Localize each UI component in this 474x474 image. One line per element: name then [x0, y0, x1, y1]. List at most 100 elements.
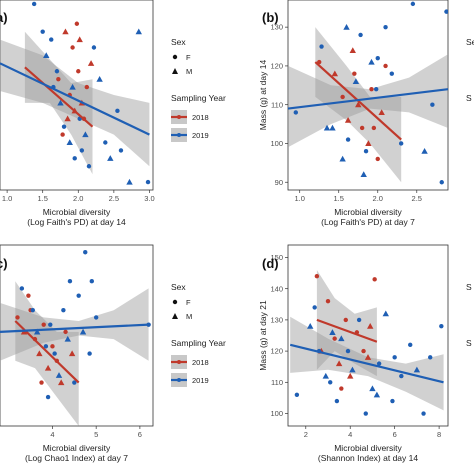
point-triangle-2018 — [365, 140, 372, 147]
plot-content — [0, 1, 151, 185]
point-circle-2018 — [375, 156, 380, 162]
point-circle-2018 — [26, 293, 31, 298]
x-tick-label: 2.0 — [373, 194, 383, 203]
point-circle-2019 — [363, 411, 368, 416]
x-axis-title: Microbial diversity — [334, 443, 402, 453]
point-triangle-2019 — [349, 366, 356, 373]
point-triangle-2018 — [367, 322, 374, 329]
point-circle-2019 — [31, 1, 37, 7]
point-circle-2019 — [375, 55, 380, 61]
point-circle-2018 — [74, 21, 80, 26]
point-circle-2019 — [376, 361, 382, 366]
point-circle-2019 — [345, 137, 351, 142]
y-tick-label: 90 — [275, 178, 283, 187]
point-triangle-2019 — [82, 131, 89, 138]
point-circle-2019 — [48, 322, 53, 327]
point-circle-2019 — [319, 44, 324, 49]
point-triangle-2019 — [368, 58, 375, 65]
regression-line-2019 — [289, 343, 444, 384]
y-axis-title: Mass (g) at day 14 — [258, 60, 268, 131]
point-circle-2019 — [294, 392, 300, 397]
point-triangle-2019 — [79, 328, 87, 335]
point-triangle-2019 — [329, 124, 336, 131]
point-circle-2019 — [93, 315, 99, 320]
x-axis-title: Microbial diversity — [43, 443, 111, 453]
point-circle-2019 — [54, 69, 60, 74]
point-circle-2018 — [50, 344, 55, 349]
point-circle-2019 — [103, 140, 108, 145]
point-circle-2019 — [399, 373, 404, 379]
legend-sex-title: S — [466, 282, 472, 292]
point-circle-2019 — [61, 307, 66, 313]
panel-b: 1.0 1.5 2.0 2.5 90 100 110 120 130 Microbial dive… — [258, 0, 474, 227]
point-triangle-2019 — [55, 372, 63, 378]
regression-line-2018 — [24, 66, 94, 128]
point-triangle-2019 — [66, 139, 73, 146]
regression-line-2019 — [288, 88, 448, 110]
point-triangle-2019 — [369, 385, 376, 392]
point-circle-2019 — [328, 380, 333, 385]
legend-year-key-point — [177, 133, 181, 137]
plot-area — [287, 0, 449, 191]
legend-sex-title: Se — [466, 37, 474, 47]
point-circle-2018 — [15, 315, 20, 320]
point-circle-2019 — [439, 323, 444, 329]
y-tick-label: 120 — [270, 62, 283, 71]
point-circle-2019 — [79, 148, 85, 153]
point-triangle-2019 — [307, 322, 314, 329]
legend-year-label: 2018 — [192, 113, 209, 122]
legend-sex-marker-f — [172, 299, 178, 305]
point-circle-2019 — [72, 156, 77, 161]
point-circle-2019 — [293, 110, 299, 115]
point-circle-2019 — [87, 351, 92, 356]
panel-c: 4 5 6 Microbial diversity(Log Chao1 Index) … — [0, 244, 226, 463]
point-triangle-2018 — [36, 350, 43, 357]
legend-year-key-point — [177, 378, 181, 382]
legend-year-key-point — [177, 360, 181, 364]
legend-sex-label: F — [186, 298, 191, 307]
plot-content — [288, 1, 448, 185]
panel-label: c) — [0, 256, 8, 271]
legend-year-label: 2019 — [192, 376, 209, 385]
point-triangle-2019 — [323, 124, 331, 131]
legend-sex-label: M — [186, 312, 192, 321]
point-circle-2018 — [332, 336, 337, 341]
point-triangle-2019 — [413, 366, 421, 373]
point-circle-2018 — [371, 125, 377, 131]
x-tick-label: 1.5 — [37, 194, 47, 203]
x-axis-title: Microbial diversity — [334, 207, 402, 217]
plot-area — [287, 244, 449, 427]
point-circle-2019 — [428, 355, 433, 360]
point-triangle-2018 — [64, 115, 71, 122]
x-tick-label: 6 — [138, 430, 142, 439]
point-circle-2019 — [118, 148, 124, 153]
point-triangle-2018 — [364, 354, 372, 360]
point-circle-2019 — [392, 355, 397, 360]
x-tick-label: 8 — [437, 430, 441, 439]
point-triangle-2019 — [339, 155, 346, 162]
legend-year-label: 2019 — [192, 131, 209, 140]
point-triangle-2019 — [43, 52, 50, 58]
point-circle-2018 — [63, 329, 68, 335]
point-circle-2019 — [390, 398, 395, 404]
y-tick-label: 110 — [271, 378, 283, 387]
point-circle-2019 — [356, 317, 362, 323]
point-circle-2019 — [358, 32, 363, 38]
y-tick-label: 130 — [270, 23, 283, 32]
plot-content — [0, 250, 151, 426]
legend-year-title: Sampling Year — [171, 338, 226, 348]
point-triangle-2019 — [338, 335, 345, 342]
legend-sex-marker-m — [172, 313, 178, 319]
point-circle-2019 — [398, 141, 404, 146]
point-circle-2019 — [67, 279, 73, 284]
point-triangle-2019 — [343, 23, 350, 30]
point-circle-2018 — [352, 71, 357, 76]
point-circle-2019 — [439, 180, 444, 185]
point-circle-2018 — [340, 94, 345, 100]
point-circle-2018 — [383, 63, 388, 69]
panel-label: (d) — [262, 256, 279, 271]
legend-sex-marker-m — [172, 68, 178, 74]
confidence-band-2018 — [15, 281, 79, 426]
legend-sex-label: M — [186, 67, 192, 76]
point-triangle-2018 — [44, 364, 52, 371]
